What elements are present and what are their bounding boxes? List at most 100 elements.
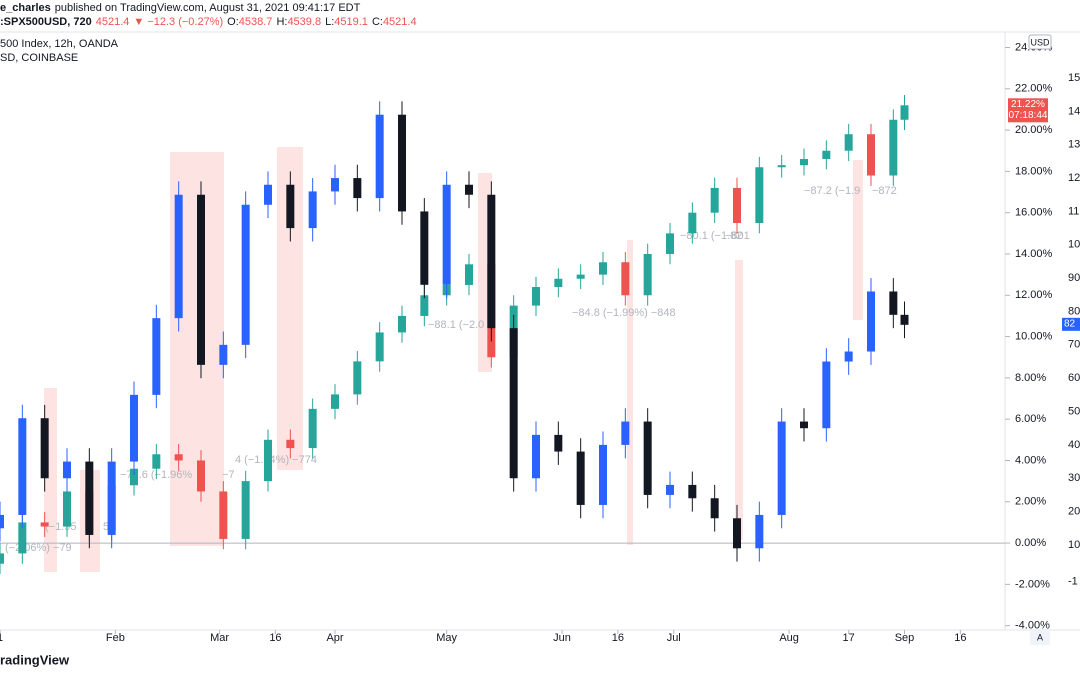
y2-tick-label: 80 [1068, 305, 1080, 317]
highlight-zone [735, 260, 743, 540]
y-tick-label: 22.00% [1015, 83, 1053, 95]
y2-tick-label: -1 [1068, 576, 1078, 588]
y-tick-label: 12.00% [1015, 289, 1053, 301]
x-tick-label: 16 [954, 632, 966, 644]
measure-annotation: (−1.95 [45, 521, 77, 533]
candle-body [264, 184, 272, 205]
x-tick-label: Apr [326, 632, 343, 644]
candle-body [688, 212, 697, 234]
candle-body [800, 421, 808, 429]
candle-body [621, 421, 630, 445]
candle-body [353, 178, 362, 199]
measure-annotation: −84.8 (−1.99%) −848 [572, 307, 676, 319]
y-tick-label: 14.00% [1015, 248, 1053, 260]
candle-body [63, 491, 71, 527]
y-tick-label: 20.00% [1015, 124, 1053, 136]
candle-body [107, 461, 116, 535]
candle-body [40, 522, 49, 527]
candle-body [532, 434, 540, 479]
y2-tick-label: 40 [1068, 439, 1080, 451]
legend-entry: SD, COINBASE [0, 52, 78, 64]
candle-body [420, 211, 429, 285]
y-tick-label: 4.00% [1015, 454, 1046, 466]
candle-body [465, 264, 473, 285]
y-tick-label: 0.00% [1015, 537, 1046, 549]
candle-body [666, 484, 674, 495]
measure-annotation: 4 (−1.94%) −774 [235, 454, 317, 466]
x-tick-label: Sep [895, 632, 915, 644]
candle-body [331, 178, 339, 192]
ohlc-label: H: [276, 16, 287, 28]
candle-body [554, 434, 563, 452]
candle-body [420, 295, 429, 316]
candle-body [643, 421, 652, 495]
candle-body [643, 253, 652, 296]
candle-body [353, 361, 362, 395]
candle-body [777, 421, 786, 515]
y2-tick-label: 15 [1068, 72, 1080, 84]
candle-body [509, 328, 518, 479]
measure-annotation: −7 [222, 469, 235, 481]
candle-body [822, 361, 831, 429]
currency-label[interactable]: USD [1030, 37, 1050, 47]
candle-body [241, 481, 250, 539]
change: ▼ −12.3 (−0.27%) [133, 16, 223, 28]
x-tick-label: Feb [106, 632, 125, 644]
candle-body [900, 105, 909, 120]
scale-button-label[interactable]: A [1037, 632, 1043, 642]
y-tick-label: -2.00% [1015, 578, 1050, 590]
logo: radingView [0, 652, 70, 667]
price-tag-label: 82 [1064, 318, 1076, 329]
ohlc-label: L: [325, 16, 334, 28]
x-tick-label: Jul [667, 632, 681, 644]
candle-body [844, 134, 853, 151]
candle-body [900, 314, 909, 325]
y-tick-label: 18.00% [1015, 165, 1053, 177]
price-tag-label: 21.22% [1011, 99, 1045, 110]
header-line: e_charles published on TradingView.com, A… [0, 2, 361, 14]
candle-body [733, 187, 741, 224]
y2-tick-label: 70 [1068, 339, 1080, 351]
candle-body [442, 184, 451, 285]
candle-body [800, 158, 808, 166]
candle-body [398, 315, 406, 333]
measure-annotation: −801 [725, 230, 750, 242]
y2-tick-label: 90 [1068, 272, 1080, 284]
candle-body [286, 439, 295, 449]
candle-body [219, 344, 228, 365]
price-tag [1062, 317, 1080, 331]
candle-body [487, 194, 496, 329]
ohlc-value: 4521.4 [383, 16, 417, 28]
x-tick-label: May [436, 632, 457, 644]
candle-body [197, 460, 205, 492]
y2-tick-label: 11 [1068, 205, 1079, 217]
candle-body [576, 274, 585, 279]
ohlc-label: O: [227, 16, 239, 28]
candle-body [733, 518, 741, 549]
scale-button[interactable] [1030, 631, 1050, 645]
x-tick-label: 17 [843, 632, 855, 644]
candle-body [844, 351, 853, 362]
candle-body [152, 318, 161, 395]
measure-annotation: (−2.06%) −79 [5, 542, 72, 554]
measure-annotation: −87.2 (−1.9 [804, 185, 860, 197]
candle-body [130, 394, 138, 462]
measure-annotation: −872 [872, 185, 897, 197]
candle-body [174, 194, 183, 319]
candle-body [308, 191, 317, 229]
y-tick-label: 16.00% [1015, 207, 1053, 219]
measure-annotation: −88.1 (−2.0 [428, 319, 484, 331]
candle-body [755, 167, 764, 224]
candle-body [375, 114, 384, 199]
candle-body [197, 194, 205, 365]
ohlc-label: C: [372, 16, 383, 28]
currency-badge[interactable] [1028, 34, 1052, 50]
candle-body [599, 262, 607, 275]
y-tick-label: -4.00% [1015, 620, 1050, 632]
candle-body [308, 408, 317, 449]
legend-entry: 500 Index, 12h, OANDA [0, 38, 119, 50]
symbol: :SPX500USD, 720 [0, 16, 92, 28]
candle-body [375, 332, 384, 362]
byline: published on TradingView.com, August 31,… [55, 2, 361, 14]
